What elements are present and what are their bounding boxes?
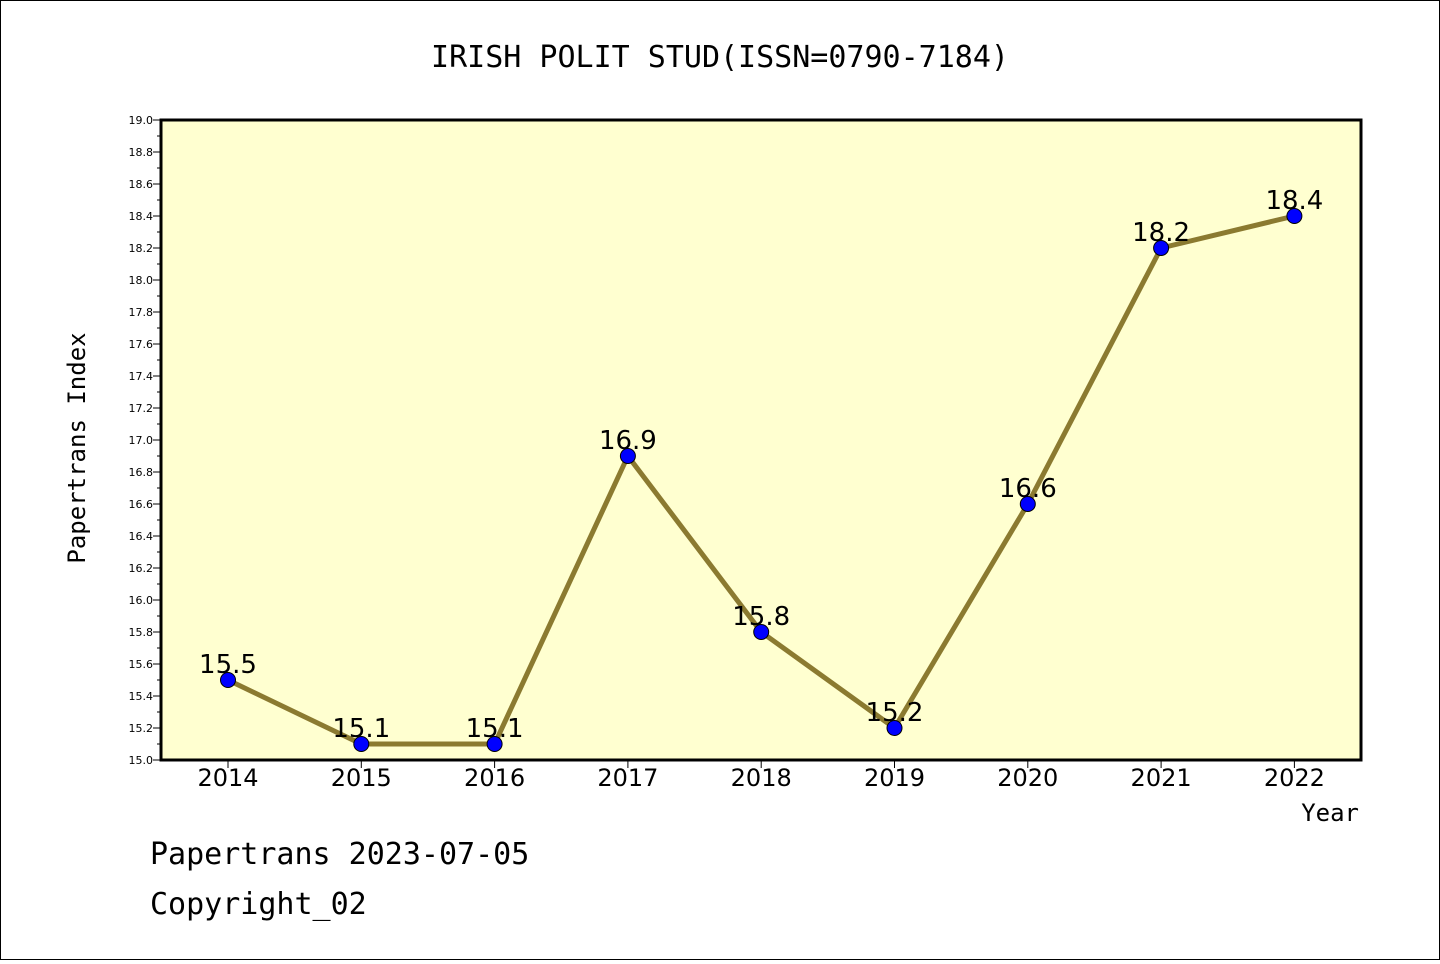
footer-date: Papertrans 2023-07-05	[150, 837, 529, 872]
chart-title: IRISH POLIT STUD(ISSN=0790-7184)	[431, 40, 1009, 75]
data-point	[220, 672, 236, 688]
x-tick-label: 2019	[864, 764, 925, 792]
x-tick-label: 2016	[464, 764, 525, 792]
data-label: 16.9	[599, 426, 657, 456]
data-point	[1286, 208, 1303, 224]
x-tick-label: 2018	[731, 764, 792, 792]
y-axis-label: Papertrans Index	[63, 332, 91, 563]
y-tick-label: 16.8	[129, 466, 154, 479]
data-point	[619, 448, 636, 464]
x-tick-label: 2022	[1264, 764, 1325, 792]
x-tick-label: 2017	[597, 764, 658, 792]
data-label: 15.5	[199, 650, 257, 680]
plot-area	[161, 120, 1361, 760]
data-point	[753, 624, 770, 640]
data-points	[220, 208, 1303, 752]
y-tick-label: 15.8	[129, 626, 154, 639]
data-point	[1019, 496, 1036, 512]
data-point	[353, 736, 370, 752]
y-tick-label: 15.2	[129, 722, 154, 735]
data-label: 15.2	[866, 698, 924, 728]
y-tick-label: 17.6	[129, 338, 154, 351]
y-tick-label: 17.0	[129, 434, 154, 447]
data-label: 18.2	[1132, 218, 1190, 248]
y-tick-label: 15.4	[129, 690, 154, 703]
data-point	[1153, 240, 1170, 256]
y-tick-label: 16.0	[129, 594, 154, 607]
y-tick-label: 17.8	[129, 306, 154, 319]
y-tick-label: 15.0	[129, 754, 154, 767]
x-axis: 2014 2015 2016 2017 2018 2019 2020 2021 2022	[197, 760, 1325, 792]
x-tick-label: 2014	[197, 764, 258, 792]
data-point	[486, 736, 503, 752]
y-axis: 15.0 15.2 15.4 15.6 15.8 16.0 16.2 16.4 16.6 16.8…	[129, 114, 161, 767]
data-label: 15.8	[732, 602, 790, 632]
y-tick-label: 18.4	[129, 210, 154, 223]
data-label: 16.6	[999, 474, 1057, 504]
y-tick-label: 19.0	[129, 114, 154, 127]
x-tick-label: 2015	[331, 764, 392, 792]
x-tick-label: 2020	[997, 764, 1058, 792]
data-label: 15.1	[332, 714, 390, 744]
y-tick-label: 15.6	[129, 658, 154, 671]
data-label: 15.1	[466, 714, 524, 744]
y-tick-label: 18.8	[129, 146, 154, 159]
x-tick-label: 2021	[1131, 764, 1192, 792]
y-tick-label: 18.0	[129, 274, 154, 287]
y-tick-label: 16.6	[129, 498, 154, 511]
data-label: 18.4	[1265, 186, 1323, 216]
footer-copyright: Copyright_02	[150, 887, 367, 922]
x-axis-label: Year	[1301, 799, 1359, 827]
plot-border	[159, 118, 1363, 762]
y-tick-label: 17.2	[129, 402, 154, 415]
y-tick-label: 16.4	[129, 530, 154, 543]
data-point	[886, 720, 903, 736]
y-tick-label: 16.2	[129, 562, 154, 575]
y-tick-label: 17.4	[129, 370, 154, 383]
data-labels: 15.5 15.1 15.1 16.9 15.8 15.2 16.6 18.2 18.4	[199, 186, 1323, 744]
y-tick-label: 18.6	[129, 178, 154, 191]
y-tick-label: 18.2	[129, 242, 154, 255]
